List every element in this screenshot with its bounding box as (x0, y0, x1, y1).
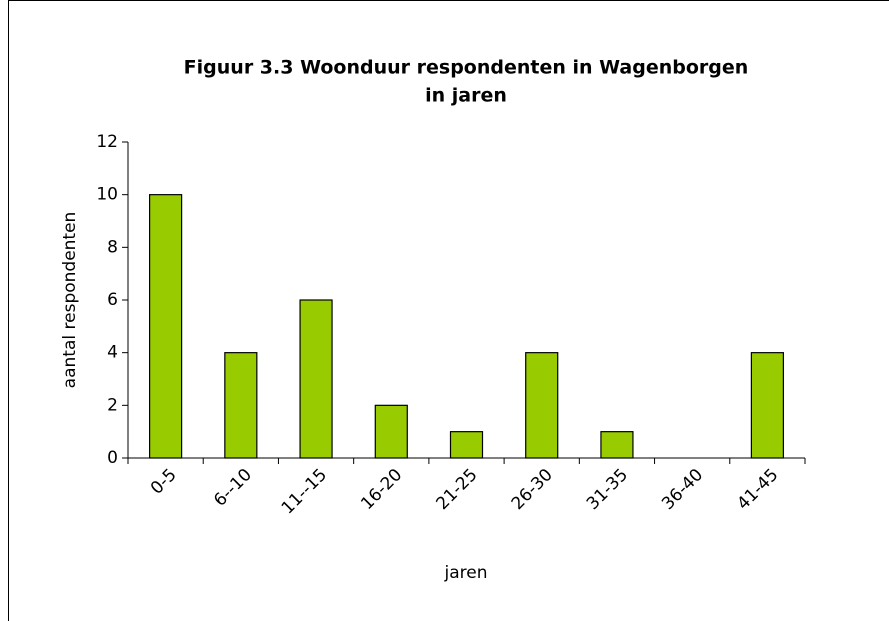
bar (149, 194, 183, 459)
bar (600, 431, 634, 459)
y-tick-label: 8 (107, 237, 118, 257)
bar (299, 299, 333, 459)
y-tick-label: 4 (107, 343, 118, 363)
bar (750, 352, 784, 459)
y-tick-label: 12 (96, 132, 118, 152)
chart-title: Figuur 3.3 Woonduur respondenten in Wage… (184, 57, 749, 79)
y-tick-label: 6 (107, 290, 118, 310)
x-axis-label: jaren (444, 563, 488, 583)
y-tick-label: 0 (107, 448, 118, 468)
y-axis-label: aantal respondenten (60, 212, 80, 389)
bar (374, 404, 408, 459)
bar (525, 352, 559, 459)
chart-title: in jaren (425, 85, 507, 107)
y-tick-label: 10 (96, 185, 118, 205)
bar (449, 431, 484, 459)
y-tick-label: 2 (107, 395, 118, 415)
bar (224, 352, 258, 459)
